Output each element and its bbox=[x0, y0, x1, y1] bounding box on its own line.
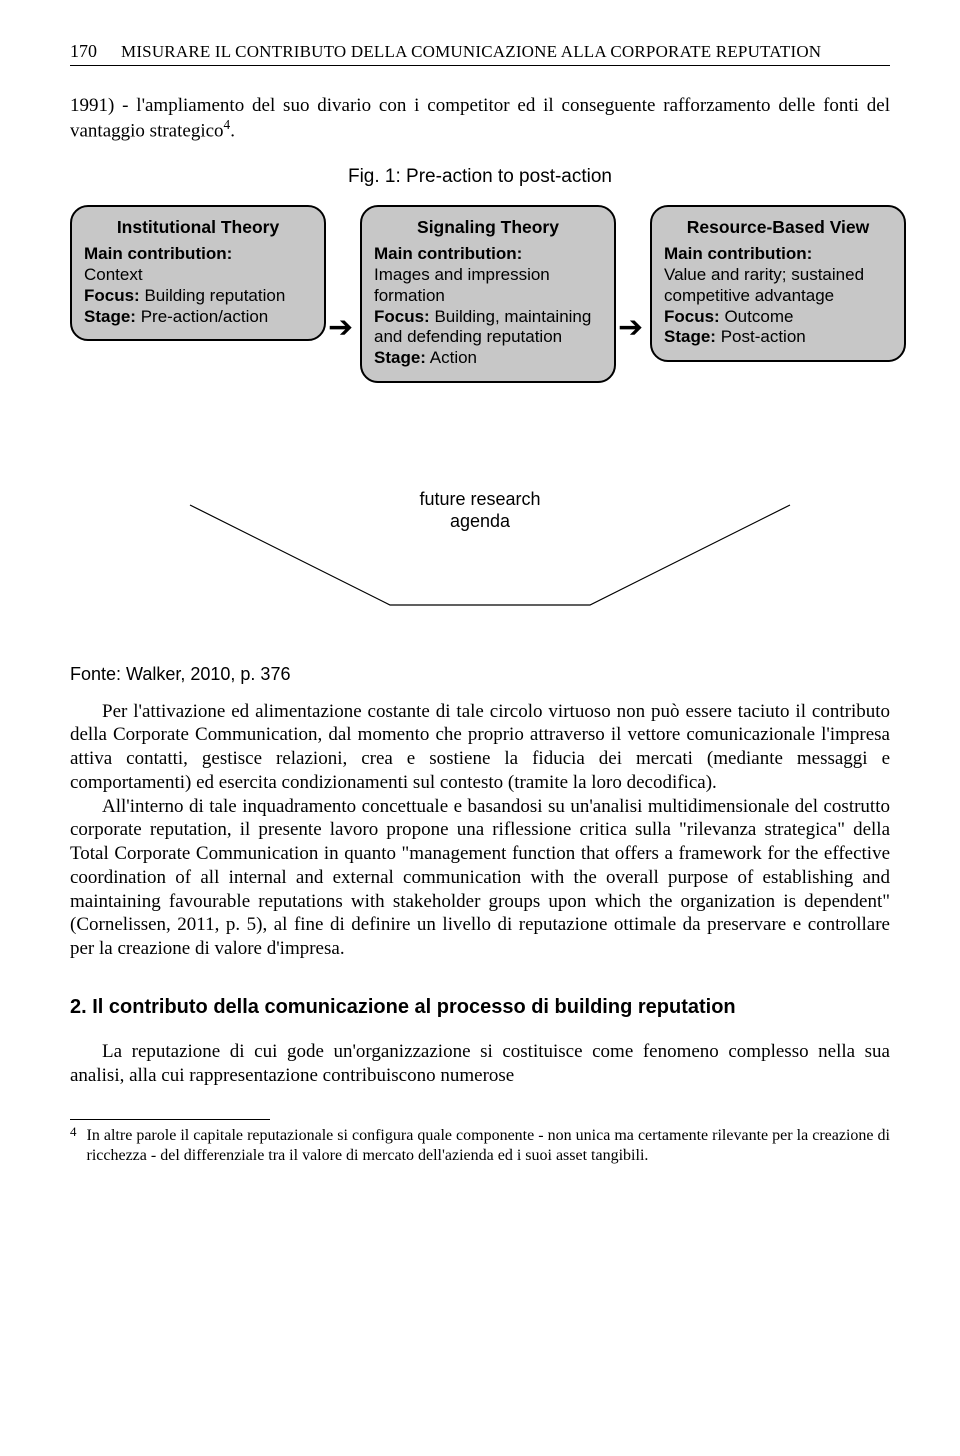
body-paragraph-2: All'interno di tale inquadramento concet… bbox=[70, 795, 890, 961]
theory-box-line: Stage: Post-action bbox=[664, 327, 892, 348]
figure-source: Fonte: Walker, 2010, p. 376 bbox=[70, 663, 890, 686]
theory-box-line: Context bbox=[84, 265, 312, 286]
arrow-right-icon: ➔ bbox=[618, 313, 643, 343]
theory-box-title: Signaling Theory bbox=[374, 217, 602, 238]
theory-box-line: Images and impression formation bbox=[374, 265, 602, 306]
intro-text-post: . bbox=[230, 121, 235, 142]
theory-box-line: Focus: Building, maintaining and defendi… bbox=[374, 307, 602, 348]
footnote-4: 4 In altre parole il capitale reputazion… bbox=[70, 1126, 890, 1166]
page-number: 170 bbox=[70, 40, 97, 63]
arrow-right-icon: ➔ bbox=[328, 313, 353, 343]
intro-paragraph: 1991) - l'ampliamento del suo divario co… bbox=[70, 94, 890, 144]
footnote-rule bbox=[70, 1119, 270, 1120]
theory-box-line: Stage: Action bbox=[374, 348, 602, 369]
theory-box-line: Value and rarity; sustained competitive … bbox=[664, 265, 892, 306]
intro-text-pre: 1991) - l'ampliamento del suo divario co… bbox=[70, 95, 890, 142]
footnote-text: In altre parole il capitale reputazional… bbox=[87, 1126, 891, 1166]
future-research-label: future research agenda bbox=[419, 489, 540, 532]
future-research-funnel: future research agenda bbox=[70, 485, 890, 655]
figure-diagram: Institutional TheoryMain contribution:Co… bbox=[70, 205, 890, 475]
theory-box-line: Main contribution: bbox=[374, 244, 602, 265]
theory-box-line: Main contribution: bbox=[84, 244, 312, 265]
theory-box-2: Resource-Based View Main contribution:Val… bbox=[650, 205, 906, 362]
figure-caption: Fig. 1: Pre-action to post-action bbox=[70, 165, 890, 189]
theory-box-line: Focus: Building reputation bbox=[84, 286, 312, 307]
theory-box-title: Resource-Based View bbox=[664, 217, 892, 238]
theory-box-1: Signaling Theory Main contribution:Images… bbox=[360, 205, 616, 383]
section-heading-2: 2. Il contributo della comunicazione al … bbox=[70, 995, 890, 1020]
page-header: 170 MISURARE IL CONTRIBUTO DELLA COMUNIC… bbox=[70, 40, 890, 66]
future-label-line2: agenda bbox=[450, 511, 510, 531]
body-paragraph-3: La reputazione di cui gode un'organizzaz… bbox=[70, 1040, 890, 1088]
future-label-line1: future research bbox=[419, 489, 540, 509]
theory-box-line: Stage: Pre-action/action bbox=[84, 307, 312, 328]
theory-box-line: Main contribution: bbox=[664, 244, 892, 265]
body-paragraph-1: Per l'attivazione ed alimentazione costa… bbox=[70, 700, 890, 795]
theory-box-title: Institutional Theory bbox=[84, 217, 312, 238]
theory-box-0: Institutional Theory Main contribution:Co… bbox=[70, 205, 326, 341]
theory-box-line: Focus: Outcome bbox=[664, 307, 892, 328]
footnote-marker: 4 bbox=[70, 1124, 77, 1164]
running-head: MISURARE IL CONTRIBUTO DELLA COMUNICAZIO… bbox=[121, 41, 821, 62]
